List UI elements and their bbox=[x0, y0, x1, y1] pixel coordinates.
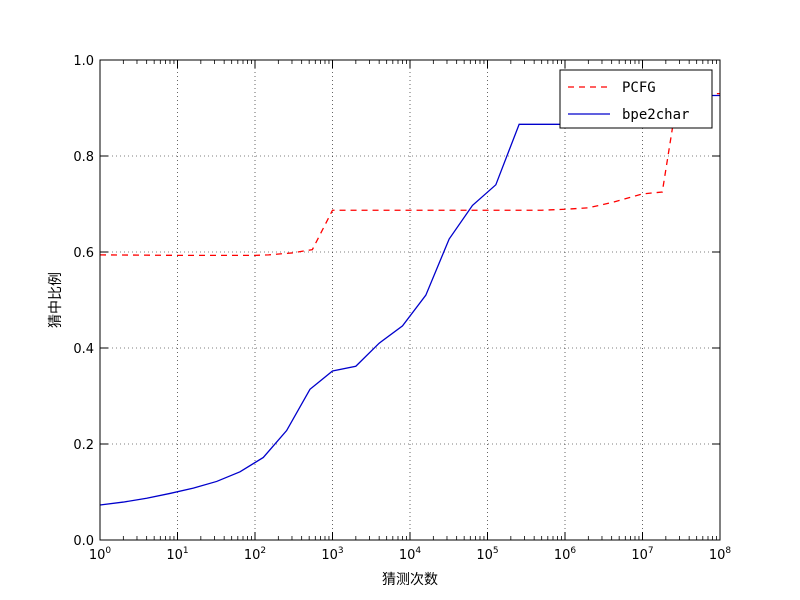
series-line-bpe2char bbox=[99, 94, 720, 506]
x-tick-label: 103 bbox=[321, 546, 343, 563]
x-tick-label: 108 bbox=[709, 546, 732, 563]
x-tick-label: 102 bbox=[244, 546, 266, 563]
x-tick-label: 106 bbox=[554, 546, 577, 563]
y-tick-label: 0.2 bbox=[73, 438, 94, 453]
legend-box bbox=[559, 69, 713, 129]
legend-label: bpe2char bbox=[622, 107, 689, 123]
x-axis-label: 猜测次数 bbox=[382, 572, 438, 588]
series-line-PCFG bbox=[99, 92, 720, 257]
x-tick-label: 101 bbox=[166, 546, 188, 563]
y-axis-label: 猜中比例 bbox=[48, 272, 64, 328]
y-tick-label: 0.6 bbox=[73, 246, 94, 261]
legend-label: PCFG bbox=[622, 80, 656, 96]
x-tick-label: 104 bbox=[399, 546, 422, 563]
legend: PCFG bpe2char bbox=[559, 69, 713, 129]
x-tick-label: 105 bbox=[476, 546, 498, 563]
x-tick-label: 107 bbox=[631, 546, 653, 563]
y-tick-label: 0.0 bbox=[73, 534, 94, 549]
y-tick-label: 1.0 bbox=[73, 54, 94, 69]
ticks: 100 101 102 103 104 105 106 107 1080.00.20.40.60… bbox=[73, 54, 731, 563]
y-tick-label: 0.4 bbox=[73, 342, 94, 357]
y-tick-label: 0.8 bbox=[73, 150, 94, 165]
grid bbox=[100, 60, 720, 540]
series-layer bbox=[99, 92, 720, 506]
